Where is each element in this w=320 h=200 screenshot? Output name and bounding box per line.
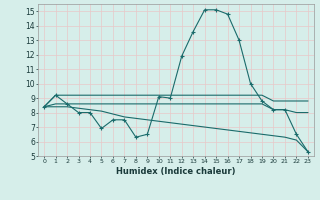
X-axis label: Humidex (Indice chaleur): Humidex (Indice chaleur) <box>116 167 236 176</box>
